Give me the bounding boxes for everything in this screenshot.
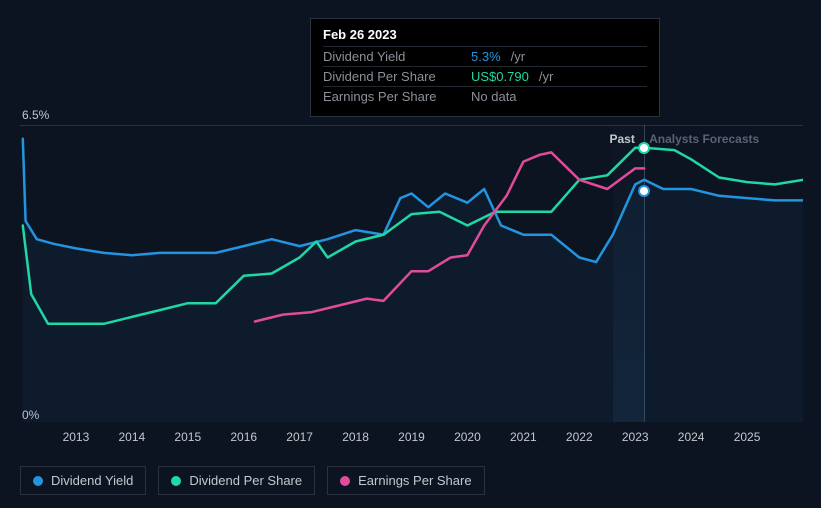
legend-item[interactable]: Dividend Yield — [20, 466, 146, 495]
x-tick: 2021 — [510, 430, 537, 444]
tooltip-key: Earnings Per Share — [323, 89, 463, 104]
tooltip-key: Dividend Per Share — [323, 69, 463, 84]
x-tick: 2022 — [566, 430, 593, 444]
x-tick: 2015 — [174, 430, 201, 444]
tooltip-row: Dividend Per Share US$0.790/yr — [323, 66, 647, 86]
chart-tooltip: Feb 26 2023 Dividend Yield5.3%/yrDividen… — [310, 18, 660, 117]
x-tick: 2013 — [63, 430, 90, 444]
tooltip-key: Dividend Yield — [323, 49, 463, 64]
y-axis-max-label: 6.5% — [22, 108, 49, 122]
x-tick: 2020 — [454, 430, 481, 444]
tooltip-unit: /yr — [539, 69, 553, 84]
chart-legend: Dividend Yield Dividend Per Share Earnings… — [20, 466, 485, 495]
dividend-chart: 6.5% 0% Past Analysts Forecasts 20132014… — [0, 0, 821, 508]
x-tick: 2016 — [230, 430, 257, 444]
legend-label: Dividend Per Share — [189, 473, 302, 488]
x-tick: 2017 — [286, 430, 313, 444]
tooltip-value: No data — [471, 89, 517, 104]
tooltip-unit: /yr — [511, 49, 525, 64]
x-tick: 2023 — [622, 430, 649, 444]
x-axis: 2013 2014 2015 2016 2017 2018 2019 2020 2021 2022… — [20, 430, 803, 450]
legend-label: Earnings Per Share — [358, 473, 471, 488]
tooltip-date: Feb 26 2023 — [323, 27, 647, 42]
marker-dividend_per_share — [640, 144, 648, 152]
tooltip-value: US$0.790 — [471, 69, 529, 84]
marker-dividend_yield — [640, 187, 648, 195]
chart-lines — [20, 125, 803, 422]
legend-dot-icon — [171, 476, 181, 486]
legend-item[interactable]: Earnings Per Share — [327, 466, 484, 495]
tooltip-row: Earnings Per Share No data — [323, 86, 647, 106]
tooltip-value: 5.3% — [471, 49, 501, 64]
legend-item[interactable]: Dividend Per Share — [158, 466, 315, 495]
x-tick: 2025 — [734, 430, 761, 444]
tooltip-row: Dividend Yield 5.3% /yr — [323, 46, 647, 66]
x-tick: 2014 — [118, 430, 145, 444]
legend-dot-icon — [340, 476, 350, 486]
legend-label: Dividend Yield — [51, 473, 133, 488]
legend-dot-icon — [33, 476, 43, 486]
x-tick: 2018 — [342, 430, 369, 444]
x-tick: 2024 — [678, 430, 705, 444]
x-tick: 2019 — [398, 430, 425, 444]
